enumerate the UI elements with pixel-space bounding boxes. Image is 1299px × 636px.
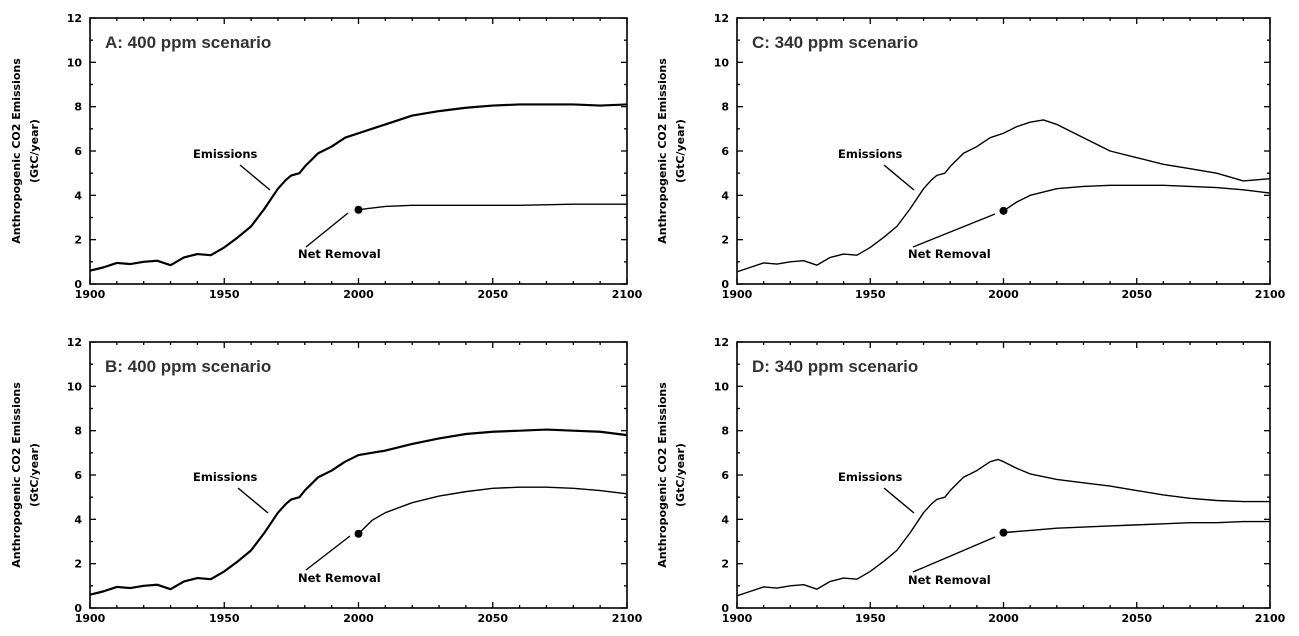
y-tick-label: 10 [67, 56, 83, 69]
x-tick-label: 1950 [209, 288, 240, 301]
x-tick-label: 2000 [343, 612, 374, 625]
y-tick-label: 8 [74, 425, 82, 438]
emissions-leader-line [883, 164, 915, 191]
y-axis-unit-label: (GtC/year) [674, 119, 687, 183]
y-tick-label: 2 [721, 234, 729, 247]
net-removal-annotation: Net Removal [908, 247, 991, 261]
chart-panel-d: 1900 1950 2000 2050 2100 0 2 4 6 8 10 12 Anthropogen… [656, 336, 1286, 625]
net-removal-leader-line [912, 213, 996, 248]
x-tick-label: 2100 [1255, 612, 1286, 625]
emissions-annotation: Emissions [193, 147, 258, 161]
emissions-annotation: Emissions [193, 470, 258, 484]
emissions-leader-line [239, 164, 271, 191]
y-tick-label: 2 [74, 558, 82, 571]
y-axis-label: Anthropogenic CO2 Emissions [656, 58, 669, 244]
y-axis-label: Anthropogenic CO2 Emissions [656, 382, 669, 568]
net-removal-leader-line [305, 535, 351, 571]
y-axis-unit-label: (GtC/year) [28, 119, 41, 183]
panel-title: A: 400 ppm scenario [105, 33, 271, 52]
net-removal-annotation: Net Removal [908, 573, 991, 587]
net-removal-annotation: Net Removal [298, 571, 381, 585]
x-tick-label: 2050 [477, 612, 508, 625]
y-tick-label: 6 [721, 145, 729, 158]
net-removal-leader-line [912, 536, 996, 573]
emissions-annotation: Emissions [838, 470, 903, 484]
y-tick-label: 6 [721, 469, 729, 482]
chart-panel-b: 1900 1950 2000 2050 2100 0 2 4 6 8 10 12 Anthropogen… [10, 336, 643, 625]
x-tick-label: 2050 [1121, 612, 1152, 625]
net-removal-series-line [358, 203, 627, 211]
net-removal-start-marker [999, 528, 1008, 537]
net-removal-start-marker [354, 529, 363, 538]
x-tick-label: 1900 [722, 288, 753, 301]
y-tick-label: 6 [74, 145, 82, 158]
y-tick-label: 4 [721, 513, 729, 526]
net-removal-start-marker [354, 205, 363, 214]
y-tick-label: 2 [74, 234, 82, 247]
y-tick-label: 0 [74, 278, 82, 291]
x-tick-label: 1950 [855, 612, 886, 625]
net-removal-leader-line [305, 212, 349, 248]
plot-frame [89, 17, 628, 285]
x-tick-label: 2000 [988, 288, 1019, 301]
emissions-series-line [736, 119, 1271, 273]
plot-frame [736, 17, 1271, 285]
y-tick-label: 10 [714, 380, 730, 393]
panel-title: D: 340 ppm scenario [752, 357, 918, 376]
x-tick-label: 2100 [1255, 288, 1286, 301]
x-tick-label: 1950 [209, 612, 240, 625]
y-axis-unit-label: (GtC/year) [28, 443, 41, 507]
plot-frame [736, 341, 1271, 609]
panel-title: C: 340 ppm scenario [752, 33, 918, 52]
y-tick-label: 10 [714, 56, 730, 69]
y-tick-label: 8 [74, 101, 82, 114]
y-tick-label: 0 [74, 602, 82, 615]
emissions-series-line [736, 458, 1270, 597]
chart-panel-c: 1900 1950 2000 2050 2100 0 2 4 6 8 10 12 Anthropogen… [656, 12, 1286, 301]
x-tick-label: 1900 [75, 612, 106, 625]
y-tick-label: 12 [714, 336, 729, 349]
emissions-leader-line [883, 487, 915, 514]
y-tick-label: 12 [714, 12, 729, 25]
emissions-series-line [89, 428, 628, 596]
y-tick-label: 4 [74, 513, 82, 526]
x-tick-label: 2050 [477, 288, 508, 301]
emissions-series-line [89, 103, 628, 272]
net-removal-start-marker [999, 206, 1008, 215]
y-axis-unit-label: (GtC/year) [674, 443, 687, 507]
y-tick-label: 8 [721, 425, 729, 438]
y-axis-label: Anthropogenic CO2 Emissions [10, 58, 23, 244]
plot-frame [89, 341, 628, 609]
y-tick-label: 2 [721, 558, 729, 571]
y-tick-label: 4 [74, 189, 82, 202]
y-tick-label: 8 [721, 101, 729, 114]
x-tick-label: 2050 [1121, 288, 1152, 301]
x-tick-label: 1900 [75, 288, 106, 301]
chart-panel-a: 1900 1950 2000 2050 2100 0 2 4 6 8 10 12 Anthropogen… [10, 12, 643, 301]
emissions-annotation: Emissions [838, 147, 903, 161]
y-tick-label: 0 [721, 602, 729, 615]
net-removal-series-line [1003, 520, 1270, 534]
emissions-leader-line [237, 487, 269, 514]
net-removal-series-line [1003, 184, 1271, 212]
x-tick-label: 1950 [855, 288, 886, 301]
y-tick-label: 12 [67, 336, 82, 349]
y-tick-label: 0 [721, 278, 729, 291]
y-tick-label: 6 [74, 469, 82, 482]
y-tick-label: 4 [721, 189, 729, 202]
x-tick-label: 2100 [612, 612, 643, 625]
y-axis-label: Anthropogenic CO2 Emissions [10, 382, 23, 568]
x-tick-label: 2000 [343, 288, 374, 301]
net-removal-series-line [358, 486, 628, 535]
x-tick-label: 1900 [722, 612, 753, 625]
y-tick-label: 12 [67, 12, 82, 25]
y-tick-label: 10 [67, 380, 83, 393]
panel-title: B: 400 ppm scenario [105, 357, 271, 376]
x-tick-label: 2000 [988, 612, 1019, 625]
net-removal-annotation: Net Removal [298, 247, 381, 261]
x-tick-label: 2100 [612, 288, 643, 301]
